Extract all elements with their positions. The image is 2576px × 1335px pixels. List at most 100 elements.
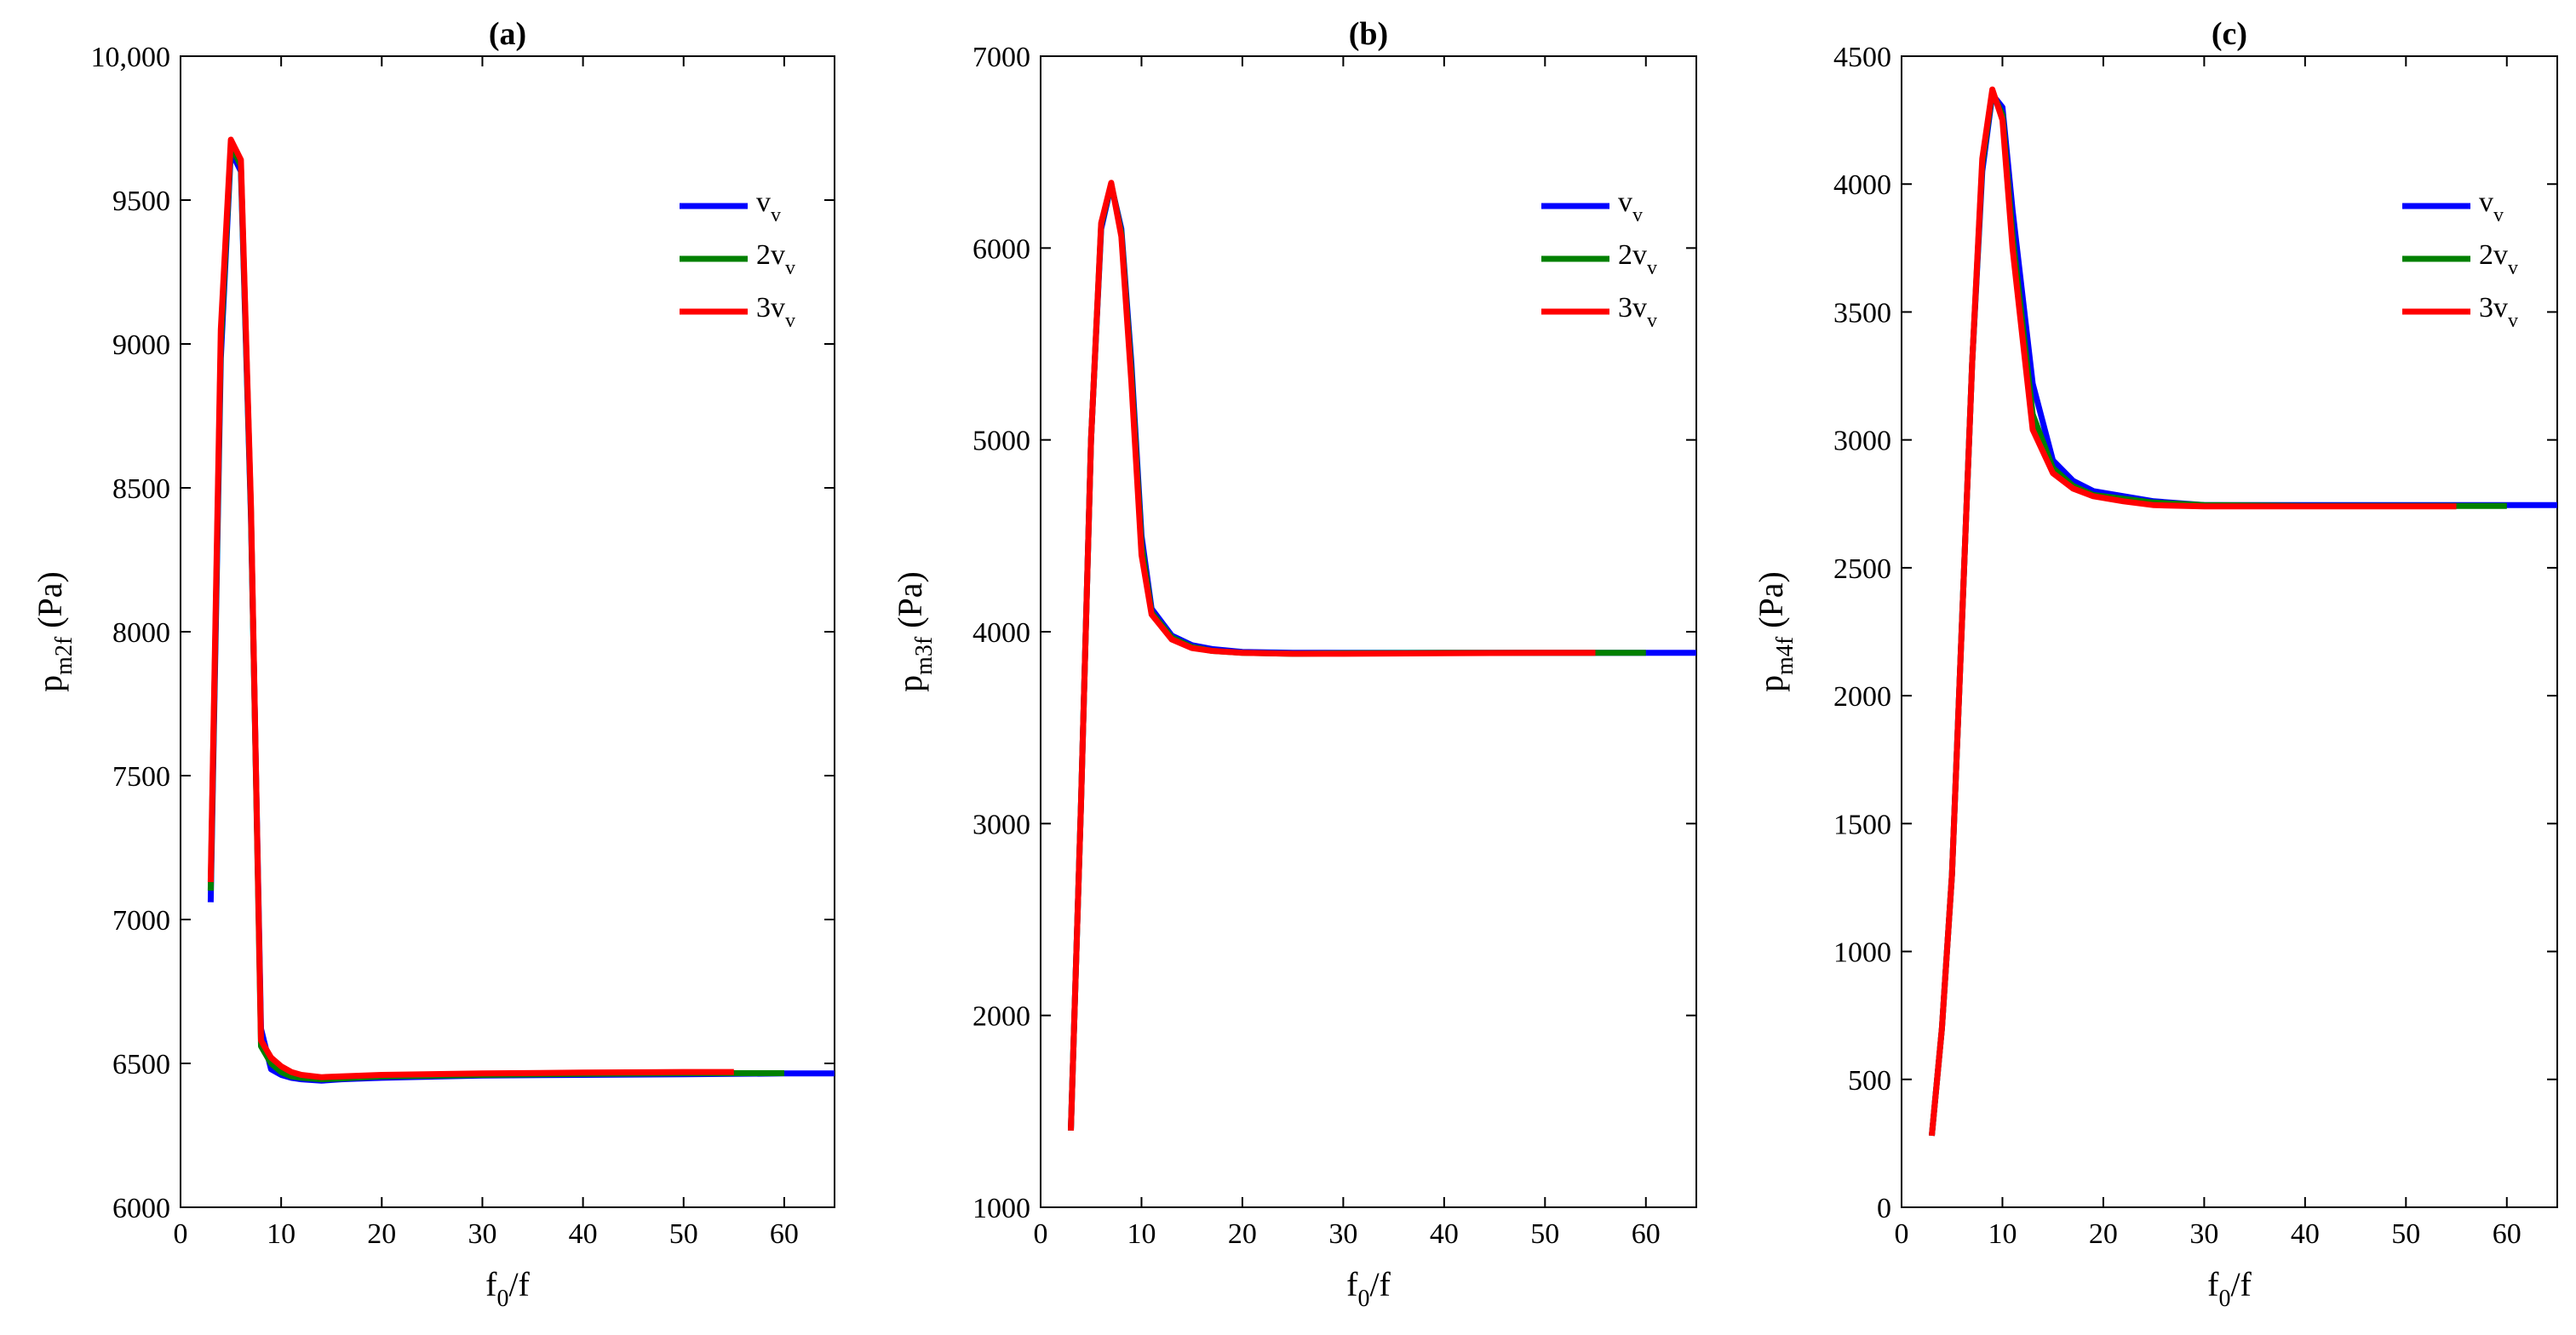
y-tick-label: 4000 <box>972 617 1030 649</box>
x-axis-label-rest: /f <box>2230 1265 2252 1303</box>
x-tick-label: 60 <box>770 1218 799 1250</box>
y-tick-label: 7500 <box>112 761 170 793</box>
x-axis-label-sub: 0 <box>496 1286 508 1312</box>
series-line-3v_v <box>207 136 734 1080</box>
x-tick-label: 30 <box>468 1218 496 1250</box>
panel-a: (a) 0 10 20 30 40 50 60 6000 6500 7000 7500 8000 8500… <box>31 16 835 1312</box>
legend-label-sub: v <box>785 310 795 332</box>
legend-entry-2v_v: 2vv <box>1618 239 1657 279</box>
y-tick-label: 9500 <box>112 186 170 217</box>
legend-label-base: 2v <box>1618 239 1647 271</box>
y-tick-label: 5000 <box>972 426 1030 457</box>
x-axis-label-base: f <box>1346 1265 1358 1303</box>
x-tick-label: 40 <box>569 1218 598 1250</box>
y-tick-label: 8000 <box>112 617 170 649</box>
y-tick-label: 0 <box>1877 1193 1891 1224</box>
legend-label-sub: v <box>1647 257 1657 279</box>
series-line-v_v <box>1929 91 2557 1137</box>
y-axis-label-sub: m4f <box>1772 636 1799 675</box>
x-tick-label: 20 <box>367 1218 396 1250</box>
y-axis-label-base: p <box>891 675 929 692</box>
x-tick-label: 20 <box>1228 1218 1257 1250</box>
series-line-v_v <box>207 148 835 1084</box>
y-axis-label-sub: m3f <box>911 636 938 675</box>
legend-label-base: v <box>756 186 771 218</box>
x-axis-label-sub: 0 <box>2218 1286 2230 1312</box>
panel-title: (b) <box>1349 16 1388 52</box>
y-tick-label: 4000 <box>1833 169 1891 201</box>
x-tick-label: 20 <box>2089 1218 2118 1250</box>
legend-label-sub: v <box>2493 204 2504 226</box>
x-tick-label: 10 <box>1127 1218 1156 1250</box>
series-line-3v_v <box>1929 86 2457 1137</box>
series-line-3v_v <box>1068 180 1596 1132</box>
y-tick-label: 3500 <box>1833 297 1891 329</box>
x-tick-label: 50 <box>1530 1218 1559 1250</box>
panel-c: (c) 0 10 20 30 40 50 60 0 500 1000 1500 2000 2500 3000… <box>1752 16 2558 1312</box>
y-tick-label: 1000 <box>972 1193 1030 1224</box>
legend-label-base: 3v <box>2479 292 2508 324</box>
y-tick-label: 2000 <box>1833 681 1891 713</box>
x-tick-label: 50 <box>2391 1218 2420 1250</box>
y-axis-label-rest: (Pa) <box>31 571 69 637</box>
x-axis-label-rest: /f <box>1369 1265 1391 1303</box>
y-axis-label-base: p <box>1752 675 1790 692</box>
legend-entry-v_v: vv <box>2479 186 2504 226</box>
x-axis-label-rest: /f <box>508 1265 530 1303</box>
x-tick-label: 40 <box>1430 1218 1459 1250</box>
axes-frame <box>1040 55 1697 1208</box>
legend-label-base: 2v <box>756 239 785 271</box>
y-axis-label: pm4f (Pa) <box>1752 571 1799 692</box>
x-axis-label-base: f <box>485 1265 497 1303</box>
panel-title: (a) <box>489 16 526 52</box>
legend-entry-2v_v: 2vv <box>2479 239 2518 279</box>
legend-entry-3v_v: 3vv <box>756 292 795 332</box>
y-tick-label: 4500 <box>1833 42 1891 73</box>
series-line-2v_v <box>207 142 784 1083</box>
y-axis-label-rest: (Pa) <box>1752 571 1790 637</box>
y-axis-label-base: p <box>31 675 69 692</box>
series-line-2v_v <box>1068 180 1646 1132</box>
y-tick-label: 10,000 <box>91 42 171 73</box>
x-tick-label: 50 <box>669 1218 698 1250</box>
y-axis-label-rest: (Pa) <box>891 571 929 637</box>
y-tick-label: 3000 <box>972 809 1030 840</box>
legend-label-base: 3v <box>1618 292 1647 324</box>
legend-label-base: v <box>1618 186 1632 218</box>
legend-entry-3v_v: 3vv <box>2479 292 2518 332</box>
legend-entry-v_v: vv <box>1618 186 1643 226</box>
legend-label-base: v <box>2479 186 2493 218</box>
x-axis-label-sub: 0 <box>1357 1286 1369 1312</box>
y-tick-label: 6000 <box>112 1193 170 1224</box>
panel-b: (b) 0 10 20 30 40 50 60 1000 2000 3000 4000 5000 6000… <box>891 16 1697 1312</box>
y-tick-label: 1000 <box>1833 937 1891 969</box>
legend-entry-2v_v: 2vv <box>756 239 795 279</box>
y-tick-label: 2000 <box>972 1001 1030 1033</box>
legend-label-sub: v <box>785 257 795 279</box>
legend-label-sub: v <box>2508 257 2518 279</box>
y-tick-label: 7000 <box>972 42 1030 73</box>
x-tick-label: 60 <box>1632 1218 1661 1250</box>
y-tick-label: 7000 <box>112 905 170 937</box>
x-tick-label: 40 <box>2291 1218 2320 1250</box>
x-axis-label: f0/f <box>2207 1265 2252 1312</box>
legend-label-sub: v <box>1647 310 1657 332</box>
y-tick-label: 1500 <box>1833 809 1891 840</box>
legend-label-base: 3v <box>756 292 785 324</box>
x-tick-label: 60 <box>2493 1218 2521 1250</box>
y-tick-label: 500 <box>1848 1065 1891 1097</box>
x-axis-label: f0/f <box>1346 1265 1391 1312</box>
x-tick-label: 0 <box>174 1218 188 1250</box>
x-tick-label: 10 <box>267 1218 295 1250</box>
y-axis-label-sub: m2f <box>51 636 77 675</box>
y-tick-label: 6000 <box>972 233 1030 265</box>
legend-label-base: 2v <box>2479 239 2508 271</box>
axes-frame <box>1901 55 2558 1208</box>
x-tick-label: 0 <box>1895 1218 1909 1250</box>
legend-entry-3v_v: 3vv <box>1618 292 1657 332</box>
y-axis-label: pm3f (Pa) <box>891 571 938 692</box>
x-tick-label: 30 <box>2189 1218 2218 1250</box>
legend-label-sub: v <box>2508 310 2518 332</box>
y-tick-label: 3000 <box>1833 426 1891 457</box>
